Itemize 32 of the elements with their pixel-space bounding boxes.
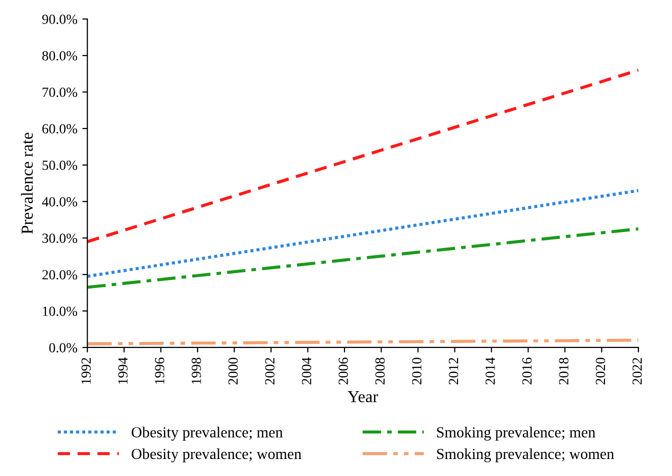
x-tick-label: 2020: [596, 358, 606, 384]
x-tick-label: 2010: [412, 358, 422, 384]
x-tick-label: 2006: [338, 358, 348, 384]
legend-label: Obesity prevalence; women: [132, 448, 302, 462]
x-tick-label: 2018: [559, 358, 568, 384]
y-tick-label: 20.0%: [42, 270, 78, 280]
x-tick-label: 1996: [154, 358, 164, 384]
legend-label: Smoking prevalence; men: [437, 426, 596, 441]
y-tick-label: 50.0%: [42, 160, 78, 170]
x-tick-label: 2004: [302, 357, 312, 384]
y-tick-label: 10.0%: [42, 306, 78, 316]
x-tick-label: 2000: [228, 358, 238, 384]
x-tick-label: 2002: [265, 358, 275, 384]
y-tick-label: 70.0%: [42, 88, 78, 98]
x-tick-label: 2016: [522, 358, 532, 384]
x-tick-label: 2014: [486, 357, 495, 384]
x-tick-label: 2012: [448, 358, 458, 384]
y-tick-label: 0.0%: [49, 343, 78, 352]
y-tick-label: 30.0%: [42, 234, 78, 244]
x-tick-label: 1998: [192, 358, 202, 384]
y-tick-label: 60.0%: [42, 124, 78, 134]
y-tick-label: 90.0%: [42, 14, 78, 24]
x-tick-label: 2008: [375, 358, 385, 384]
x-axis-title: Year: [348, 391, 378, 402]
x-tick-label: 1992: [82, 358, 91, 384]
y-axis-title: Prevalence rate: [21, 132, 33, 234]
y-tick-label: 40.0%: [42, 197, 78, 207]
legend-label: Obesity prevalence; men: [132, 426, 283, 441]
legend-label: Smoking prevalence; women: [437, 448, 614, 462]
y-tick-label: 80.0%: [42, 51, 78, 61]
x-tick-label: 1994: [118, 357, 128, 384]
x-tick-label: 2022: [632, 358, 642, 384]
